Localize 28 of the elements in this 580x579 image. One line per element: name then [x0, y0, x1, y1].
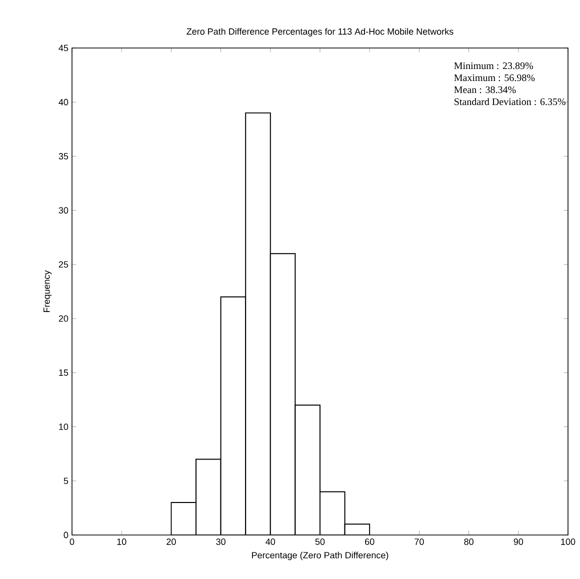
x-tick-label: 70 — [414, 538, 424, 545]
y-tick-label: 45 — [58, 44, 68, 52]
y-tick-label: 10 — [59, 424, 68, 430]
x-tick-label: 20 — [166, 538, 176, 545]
x-tick-label: 60 — [365, 538, 374, 545]
y-tick-label: 5 — [64, 478, 68, 484]
x-tick-label: 40 — [266, 538, 276, 545]
annotation: Standard Deviation : 6.35% — [454, 98, 566, 106]
x-tick-label: 30 — [216, 538, 226, 545]
x-tick-label: 90 — [514, 538, 524, 545]
y-tick-label: 30 — [58, 207, 68, 214]
y-tick-label: 25 — [58, 261, 68, 268]
annotation: Minimum : 23.89% — [454, 62, 533, 70]
y-axis-title: Frequency — [44, 270, 52, 312]
x-axis-title: Percentage (Zero Path Difference) — [252, 552, 388, 560]
x-tick-label: 80 — [464, 538, 474, 545]
y-tick-label: 0 — [64, 532, 68, 538]
x-tick-label: 0 — [70, 538, 74, 545]
x-tick-label: 50 — [315, 538, 325, 545]
y-tick-label: 35 — [58, 153, 68, 160]
y-tick-label: 20 — [58, 315, 68, 322]
x-tick-label: 100 — [561, 538, 576, 545]
y-tick-label: 15 — [59, 370, 68, 376]
annotation: Mean : 38.34% — [454, 86, 516, 94]
annotation: Maximum : 56.98% — [454, 74, 535, 82]
x-tick-label: 10 — [117, 538, 126, 545]
y-tick-label: 40 — [58, 98, 68, 106]
chart-title: Zero Path Difference Percentages for 113 Ad-Hoc Mobile Networks — [186, 28, 454, 36]
